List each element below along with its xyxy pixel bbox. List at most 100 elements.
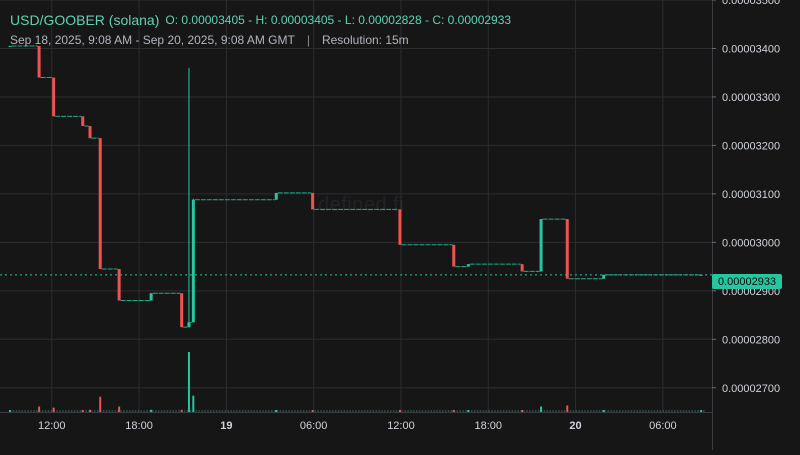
volume-bar [111, 410, 113, 412]
volume-bar [497, 410, 499, 412]
candle-body [520, 264, 524, 272]
volume-bar [511, 410, 514, 412]
candle-body [81, 116, 85, 127]
price-tick-label: 0.00003200 [722, 140, 780, 152]
volume-bar [294, 410, 296, 412]
volume-bar [505, 410, 508, 412]
volume-bar [349, 410, 351, 412]
volume-bar [259, 410, 261, 412]
price-axis[interactable]: 0.00003500 0.00003400 0.00003300 0.00003200… [712, 0, 780, 395]
volume-bar [517, 410, 519, 412]
volume-bar [581, 410, 583, 412]
volume-bar [450, 410, 453, 412]
volume-bar [358, 410, 360, 412]
volume-bar [587, 410, 589, 412]
volume-bar [18, 410, 21, 412]
volume-bar [114, 410, 116, 412]
volume-bar [445, 410, 447, 412]
volume-bar [244, 410, 247, 412]
volume-bar [633, 410, 635, 412]
volume-bar [602, 410, 605, 412]
price-tick-label: 0.00002800 [722, 334, 780, 346]
time-tick-label: 20 [569, 420, 581, 432]
volume-bar [233, 410, 235, 412]
volume-bar [384, 410, 386, 412]
volume-bar [627, 410, 630, 412]
volume-bar [555, 410, 557, 412]
volume-bar [236, 410, 238, 412]
volume-bar [648, 410, 650, 412]
candle-body [466, 264, 470, 267]
volume-bar [590, 410, 592, 412]
volume-bar [630, 410, 633, 412]
volume-bar [424, 410, 427, 412]
volume-bar [482, 410, 485, 412]
volume-bar [128, 410, 131, 412]
volume-bar [311, 410, 314, 412]
volume-bar [677, 410, 679, 412]
volume-bar [99, 396, 102, 412]
volume-bar [369, 410, 372, 412]
volume-bar [674, 410, 676, 412]
volume-bar [323, 410, 325, 412]
volume-bar [360, 410, 363, 412]
volume-bar [68, 410, 70, 412]
volume-bar [474, 410, 476, 412]
volume-bar [215, 410, 218, 412]
volume-bar [102, 410, 105, 412]
volume-bars [9, 352, 705, 412]
volume-bar [636, 410, 638, 412]
volume-bar [218, 410, 221, 412]
volume-bar [331, 410, 334, 412]
volume-bar [494, 410, 496, 412]
volume-bar [645, 410, 647, 412]
volume-bar [291, 410, 293, 412]
volume-bar [320, 410, 322, 412]
volume-bar [679, 410, 682, 412]
volume-bar [552, 410, 554, 412]
volume-bar [653, 410, 656, 412]
volume-bar [59, 410, 61, 412]
volume-bar [27, 410, 29, 412]
volume-bar [392, 410, 395, 412]
volume-bar [462, 410, 464, 412]
volume-bar [566, 405, 569, 412]
volume-bar [62, 410, 64, 412]
volume-bar [140, 410, 142, 412]
volume-bar [85, 410, 87, 412]
candle-body [274, 192, 278, 200]
volume-bar [508, 410, 511, 412]
volume-bar [172, 410, 174, 412]
volume-bar [352, 410, 354, 412]
volume-bar [117, 410, 119, 412]
volume-bar [195, 410, 198, 412]
candle-body [88, 126, 92, 139]
volume-bar [12, 410, 15, 412]
volume-bar [337, 410, 340, 412]
volume-bar [346, 410, 348, 412]
volume-bar [471, 410, 473, 412]
volume-bar [503, 410, 505, 412]
candle-body [8, 46, 12, 48]
volume-bar [416, 410, 418, 412]
volume-bar [314, 410, 316, 412]
volume-bar [146, 410, 148, 412]
volume-bar [178, 410, 180, 412]
volume-bar [41, 410, 44, 412]
volume-bar [273, 410, 276, 412]
volume-bar [33, 410, 35, 412]
volume-bar [488, 410, 490, 412]
volume-bar [700, 410, 703, 412]
volume-bar [395, 410, 398, 412]
volume-bar [126, 410, 128, 412]
time-axis[interactable]: 12:00 18:00 19 06:00 12:00 18:00 20 06:00 [38, 420, 677, 432]
volume-bar [569, 410, 572, 412]
volume-bar [97, 410, 99, 412]
volume-bar [682, 410, 685, 412]
volume-bar [546, 410, 548, 412]
volume-bar [491, 410, 493, 412]
volume-bar [81, 410, 84, 412]
volume-bar [537, 410, 540, 412]
